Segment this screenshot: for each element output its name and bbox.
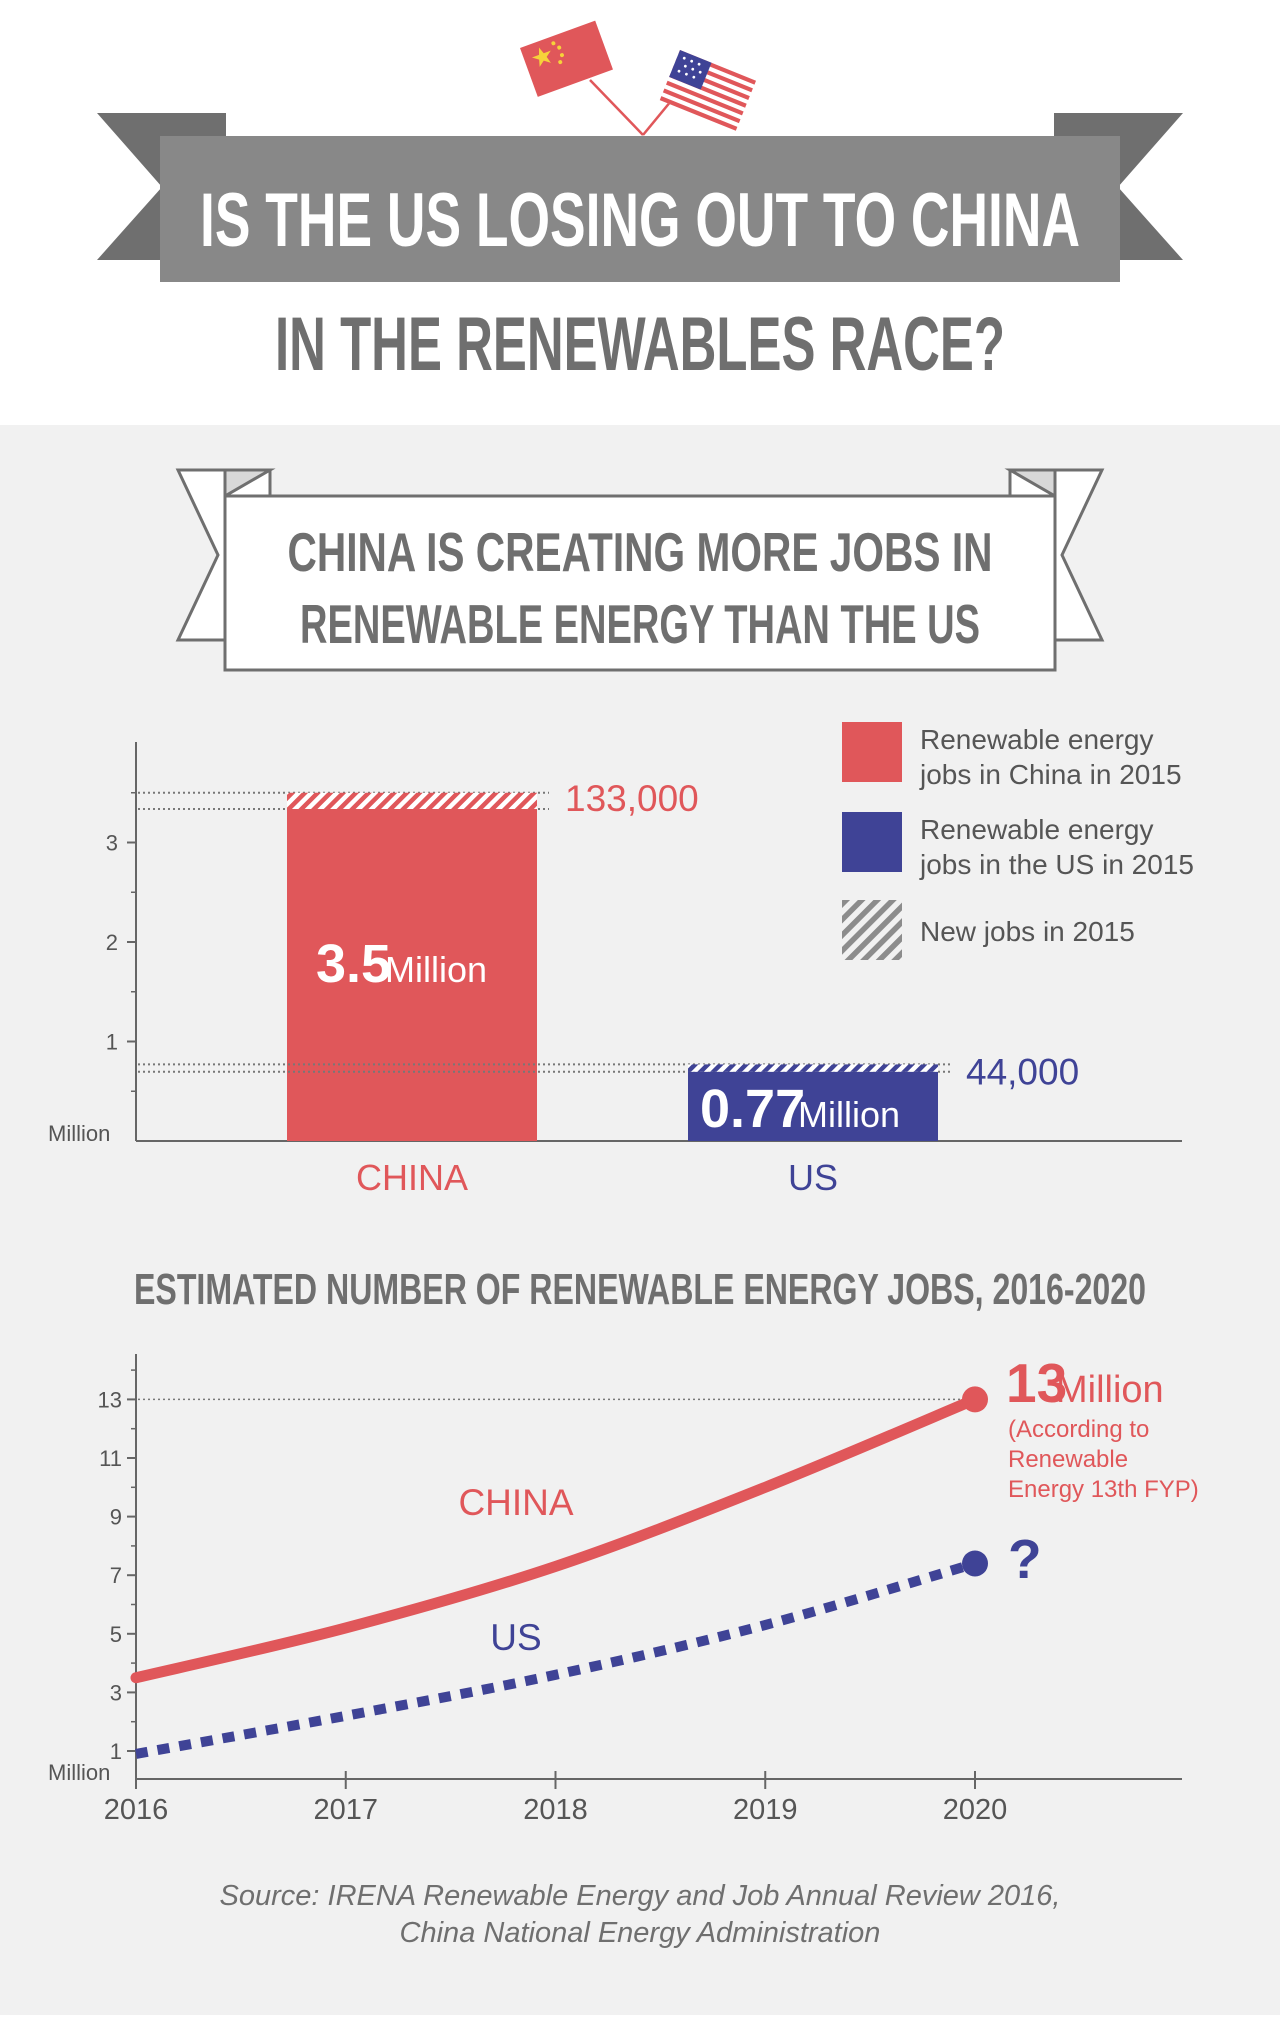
bar-legend: Renewable energy jobs in China in 2015 Ren… xyxy=(842,722,1194,960)
bar-new-jobs-label: 133,000 xyxy=(565,778,699,819)
us-endpoint-marker xyxy=(962,1550,988,1577)
bar-new-jobs-china xyxy=(287,792,537,809)
bar-value-unit-china: Million xyxy=(385,949,487,990)
china-endpoint-note: Renewable xyxy=(1008,1446,1128,1473)
legend-label-line-1: New jobs in 2015 xyxy=(920,916,1135,947)
bar-china xyxy=(287,808,537,1141)
china-endpoint-note: (According to xyxy=(1008,1416,1149,1443)
line-series-china xyxy=(130,1393,981,1684)
line-y-tick-label: 9 xyxy=(110,1505,122,1530)
series-label-china: CHINA xyxy=(458,1482,573,1523)
section1-banner xyxy=(175,468,1105,672)
line-y-axis-label: Million xyxy=(48,1760,110,1785)
bar-y-axis-label: Million xyxy=(48,1121,110,1146)
legend-swatch xyxy=(842,722,902,782)
line-chart-title: ESTIMATED NUMBER OF RENEWABLE ENERGY JOB… xyxy=(134,1265,1146,1314)
source-line-2: China National Energy Administration xyxy=(400,1917,881,1949)
china-flag-icon xyxy=(520,20,613,97)
line-y-tick-label: 5 xyxy=(110,1622,122,1647)
china-endpoint-note: Energy 13th FYP) xyxy=(1008,1476,1199,1503)
bar-y-tick-label: 1 xyxy=(106,1030,118,1055)
flags-illustration xyxy=(520,20,757,136)
section1-banner-line-1: CHINA IS CREATING MORE JOBS IN xyxy=(288,521,993,583)
line-x-tick-label: 2017 xyxy=(313,1794,378,1826)
title-line-2: IN THE RENEWABLES RACE? xyxy=(275,302,1005,387)
us-endpoint-question: ? xyxy=(1008,1528,1042,1590)
legend-label-line-1: Renewable energy xyxy=(920,724,1154,755)
source-line-1: Source: IRENA Renewable Energy and Job A… xyxy=(220,1880,1061,1912)
bar-category-label: US xyxy=(788,1157,838,1198)
bar-value-unit-us: Million xyxy=(798,1094,900,1135)
content-background xyxy=(0,425,1280,2015)
china-endpoint-marker xyxy=(962,1386,988,1413)
legend-label-line-2: jobs in China in 2015 xyxy=(919,759,1182,790)
bar-value-label-us: 0.77 xyxy=(700,1079,805,1139)
line-y-tick-label: 7 xyxy=(110,1563,122,1588)
legend-swatch xyxy=(842,812,902,872)
bar-value-label-china: 3.5 xyxy=(316,934,391,994)
bar-new-jobs-us xyxy=(688,1064,938,1072)
bar-category-label: CHINA xyxy=(356,1157,468,1198)
bar-y-ticks: 1 2 3 xyxy=(106,792,136,1092)
bar-y-tick-label: 2 xyxy=(106,930,118,955)
bar-y-tick-label: 3 xyxy=(106,831,118,856)
title-line-1: IS THE US LOSING OUT TO CHINA xyxy=(200,178,1080,263)
section1-banner-line-2: RENEWABLE ENERGY THAN THE US xyxy=(300,593,980,655)
legend-label-line-2: jobs in the US in 2015 xyxy=(919,849,1194,880)
line-y-tick-label: 11 xyxy=(99,1446,122,1471)
us-flag-icon xyxy=(659,50,757,131)
bar-us xyxy=(688,1071,938,1141)
bar-new-jobs-label: 44,000 xyxy=(966,1051,1079,1092)
line-x-tick-label: 2016 xyxy=(104,1794,169,1826)
line-y-tick-label: 1 xyxy=(110,1739,122,1764)
title-ribbon xyxy=(97,113,1183,282)
series-label-us: US xyxy=(490,1617,541,1658)
legend-label-line-1: Renewable energy xyxy=(920,814,1154,845)
line-x-tick-label: 2020 xyxy=(943,1794,1008,1826)
line-x-tick-label: 2018 xyxy=(523,1794,588,1826)
china-endpoint-unit: Million xyxy=(1056,1369,1164,1411)
line-series-us xyxy=(135,1558,977,1759)
line-x-tick-label: 2019 xyxy=(733,1794,798,1826)
china-flag-pole xyxy=(589,79,644,136)
line-y-tick-label: 3 xyxy=(110,1680,122,1705)
legend-swatch xyxy=(842,900,902,960)
bar-marks: CHINA133,000US44,0003.5Million0.77Millio… xyxy=(138,778,1079,1198)
bar-chart: Million 123 CHINA133,000US44,0003.5Milli… xyxy=(48,722,1194,1198)
line-y-tick-label: 13 xyxy=(98,1387,122,1412)
china-endpoint-value: 13 xyxy=(1006,1352,1067,1414)
